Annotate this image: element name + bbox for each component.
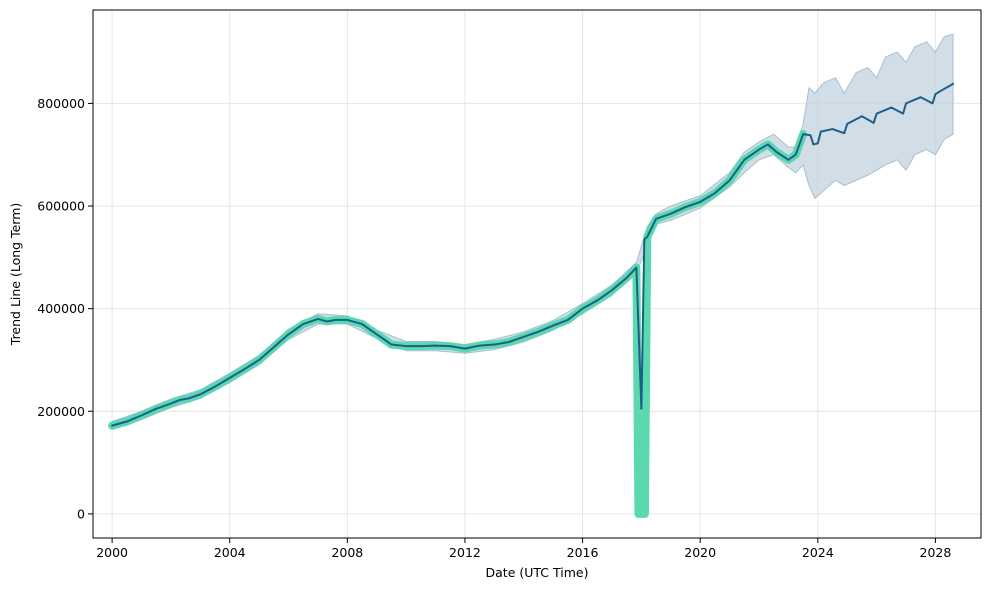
x-tick-label-2008: 2008 <box>331 545 363 560</box>
x-tick-label-2020: 2020 <box>684 545 716 560</box>
y-tick-label-800000: 800000 <box>37 96 85 111</box>
x-tick-label-2004: 2004 <box>214 545 246 560</box>
plot-frame <box>92 9 982 539</box>
y-tick-label-600000: 600000 <box>37 199 85 214</box>
y-axis-ticks: 0 200000 400000 600000 800000 <box>37 96 93 521</box>
uncertainty-band-layer <box>111 33 954 431</box>
y-tick-label-400000: 400000 <box>37 301 85 316</box>
y-tick-label-200000: 200000 <box>37 404 85 419</box>
x-tick-label-2016: 2016 <box>567 545 599 560</box>
x-tick-label-2028: 2028 <box>920 545 952 560</box>
x-tick-label-2024: 2024 <box>802 545 834 560</box>
trend-series-line <box>111 82 955 427</box>
x-tick-label-2000: 2000 <box>96 545 128 560</box>
uncertainty-band <box>111 33 954 431</box>
y-axis-title: Trend Line (Long Term) <box>8 203 23 346</box>
trend-series-layer <box>111 82 955 427</box>
x-tick-label-2012: 2012 <box>449 545 481 560</box>
x-axis-ticks: 2000 2004 2008 2012 2016 2020 2024 2028 <box>96 538 951 560</box>
y-tick-label-0: 0 <box>77 506 85 521</box>
x-axis-title: Date (UTC Time) <box>486 565 589 580</box>
